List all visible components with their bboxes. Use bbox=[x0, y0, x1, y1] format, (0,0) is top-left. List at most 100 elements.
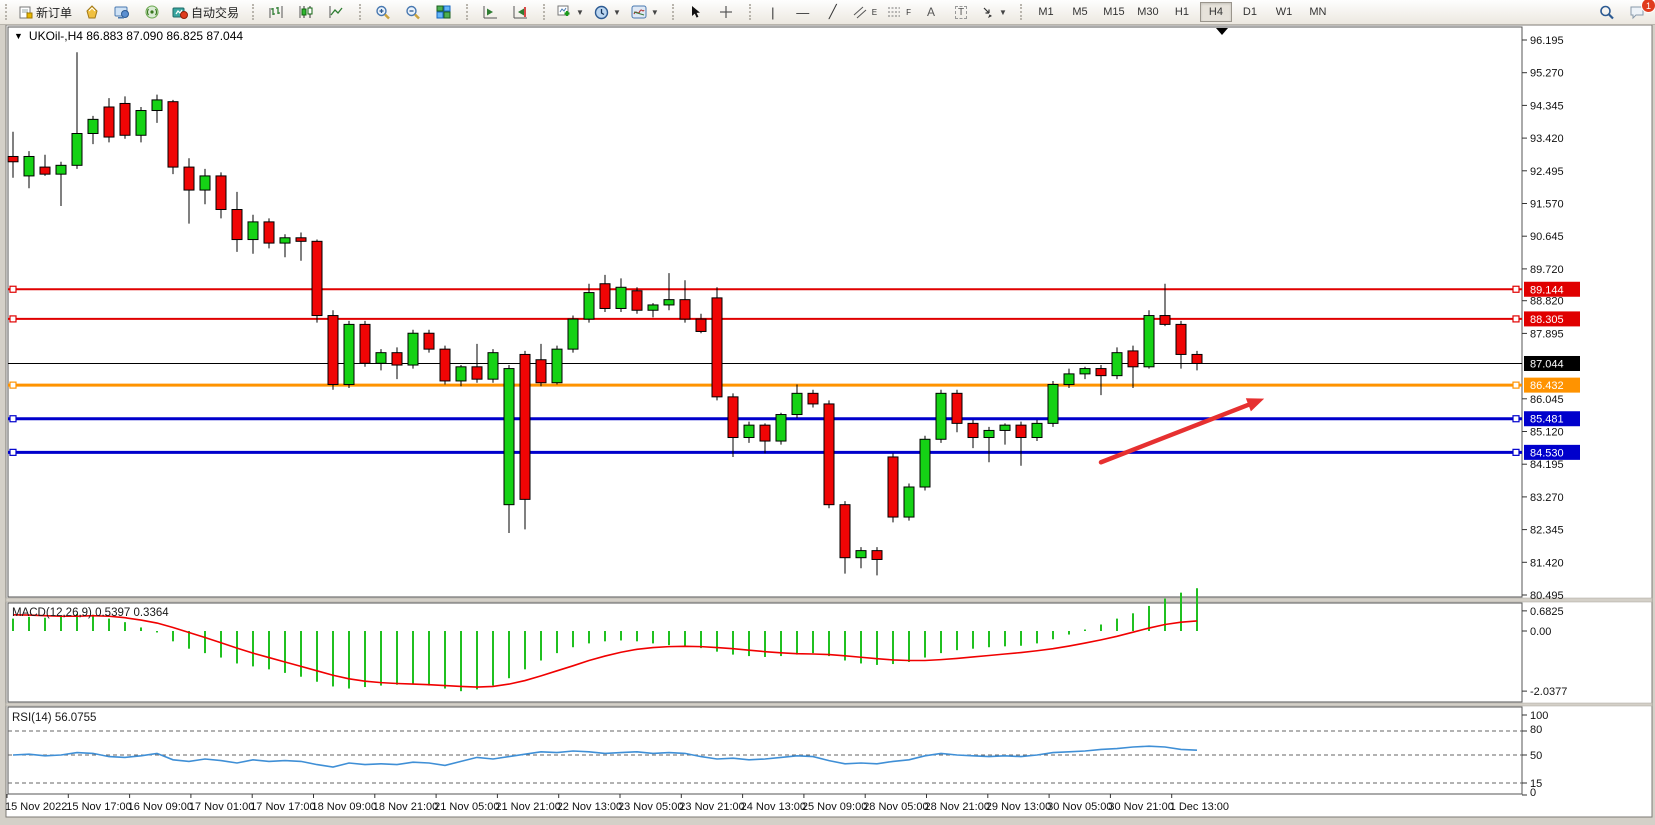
candle bbox=[503, 368, 515, 506]
search-button[interactable] bbox=[1593, 1, 1621, 23]
line-handle[interactable] bbox=[1512, 315, 1520, 323]
candle bbox=[231, 209, 243, 241]
trendline-button[interactable]: ╱ bbox=[819, 1, 847, 23]
text-label-icon: T bbox=[954, 5, 968, 19]
timeframe-m30[interactable]: M30 bbox=[1137, 6, 1159, 18]
candle bbox=[247, 221, 259, 241]
chat-button[interactable]: 1 bbox=[1623, 0, 1655, 23]
pane-splitter[interactable] bbox=[5, 702, 1653, 707]
crosshair-button[interactable] bbox=[712, 1, 740, 23]
candle bbox=[615, 286, 627, 309]
time-tick-label: 29 Nov 13:00 bbox=[986, 801, 1051, 813]
time-tick-label: 28 Nov 05:00 bbox=[863, 801, 928, 813]
auto-scroll-button[interactable] bbox=[476, 1, 504, 23]
price-tick-label: 95.270 bbox=[1530, 68, 1564, 80]
time-tick-label: 18 Nov 09:00 bbox=[312, 801, 377, 813]
text-label-button[interactable]: T bbox=[947, 1, 975, 23]
new-order-button[interactable]: 新订单 bbox=[15, 1, 76, 23]
candle bbox=[487, 352, 499, 380]
time-tick-label: 17 Nov 17:00 bbox=[250, 801, 315, 813]
candle bbox=[119, 102, 131, 136]
price-tick-label: 81.420 bbox=[1530, 557, 1564, 569]
line-handle[interactable] bbox=[9, 448, 17, 456]
candle bbox=[903, 486, 915, 518]
toolbar-group-zoom bbox=[354, 0, 461, 24]
chart-shift-marker[interactable] bbox=[1216, 28, 1228, 35]
timeframe-w1[interactable]: W1 bbox=[1275, 6, 1293, 18]
time-tick-label: 30 Nov 21:00 bbox=[1108, 801, 1173, 813]
navigator-icon bbox=[114, 6, 130, 19]
timeframe-m1[interactable]: M1 bbox=[1038, 6, 1054, 18]
price-tick-label: 86.045 bbox=[1530, 394, 1564, 406]
fibo-tool-label: F bbox=[906, 7, 912, 17]
time-tick-label: 21 Nov 05:00 bbox=[434, 801, 499, 813]
line-chart-button[interactable] bbox=[322, 1, 350, 23]
timeframe-d1[interactable]: D1 bbox=[1242, 6, 1257, 18]
toolbar-group-drawing: | — ╱ E F A T ▼ bbox=[744, 0, 1015, 24]
candle bbox=[103, 106, 115, 138]
fibonacci-button[interactable]: F bbox=[883, 1, 915, 23]
main-toolbar: 新订单 自动交易 bbox=[0, 0, 1655, 25]
line-handle[interactable] bbox=[9, 285, 17, 293]
rsi-axis-label: 50 bbox=[1530, 750, 1542, 762]
timeframe-h4[interactable]: H4 bbox=[1199, 2, 1232, 22]
toolbar-grip bbox=[466, 4, 473, 20]
zoom-in-icon bbox=[376, 5, 390, 19]
trend-arrow-head[interactable] bbox=[1245, 398, 1265, 412]
timeframe-m5[interactable]: M5 bbox=[1072, 6, 1088, 18]
trend-arrow-line[interactable] bbox=[1098, 402, 1251, 465]
candle bbox=[327, 315, 339, 385]
price-tag-label: 84.530 bbox=[1530, 447, 1564, 459]
line-handle[interactable] bbox=[1512, 448, 1520, 456]
pane-splitter[interactable] bbox=[5, 597, 1653, 603]
timeframe-h1[interactable]: H1 bbox=[1174, 6, 1189, 18]
price-tick-label: 92.495 bbox=[1530, 166, 1564, 178]
price-tag-label: 86.432 bbox=[1530, 380, 1564, 392]
toolbar-grip bbox=[543, 4, 550, 20]
toolbar-group-cursor bbox=[667, 0, 744, 24]
line-handle[interactable] bbox=[9, 415, 17, 423]
auto-trading-button[interactable]: 自动交易 bbox=[168, 1, 243, 23]
horizontal-line-button[interactable]: — bbox=[789, 1, 817, 23]
line-handle[interactable] bbox=[1512, 415, 1520, 423]
timeframe-mn[interactable]: MN bbox=[1309, 6, 1327, 18]
navigator-button[interactable] bbox=[108, 1, 136, 23]
text-button[interactable]: A bbox=[917, 1, 945, 23]
macd-axis-label: 0.00 bbox=[1530, 626, 1551, 638]
pane-price bbox=[7, 26, 1523, 598]
trendline-icon: ╱ bbox=[828, 4, 837, 19]
cursor-button[interactable] bbox=[682, 1, 710, 23]
line-handle[interactable] bbox=[9, 315, 17, 323]
signals-button[interactable] bbox=[138, 1, 166, 23]
toolbar-grip bbox=[359, 4, 366, 20]
vertical-line-button[interactable]: | bbox=[759, 1, 787, 23]
zoom-in-button[interactable] bbox=[369, 1, 397, 23]
periods-button[interactable]: ▼ bbox=[590, 1, 625, 23]
zoom-out-button[interactable] bbox=[399, 1, 427, 23]
bar-chart-button[interactable] bbox=[262, 1, 290, 23]
line-handle[interactable] bbox=[1512, 285, 1520, 293]
candle bbox=[455, 366, 467, 382]
candle bbox=[727, 396, 739, 439]
window-menu-icon[interactable]: ▼ bbox=[14, 31, 23, 41]
tile-windows-button[interactable] bbox=[429, 1, 457, 23]
time-tick-label: 18 Nov 21:00 bbox=[373, 801, 438, 813]
chart-shift-button[interactable] bbox=[506, 1, 534, 23]
arrows-button[interactable]: ▼ bbox=[977, 1, 1011, 23]
clock-icon bbox=[594, 5, 609, 19]
price-tick-label: 90.645 bbox=[1530, 231, 1564, 243]
candle bbox=[295, 237, 307, 242]
line-handle[interactable] bbox=[9, 381, 17, 389]
channel-button[interactable]: E bbox=[849, 1, 881, 23]
vertical-line-icon: | bbox=[771, 4, 775, 20]
candle bbox=[1111, 352, 1123, 377]
templates-button[interactable]: ▼ bbox=[627, 1, 663, 23]
time-tick-label: 22 Nov 13:00 bbox=[557, 801, 622, 813]
market-watch-button[interactable] bbox=[78, 1, 106, 23]
candlestick-chart-button[interactable] bbox=[292, 1, 320, 23]
line-handle[interactable] bbox=[1512, 381, 1520, 389]
macd-axis-label: -2.0377 bbox=[1530, 686, 1567, 698]
rsi-axis-label: 100 bbox=[1530, 710, 1548, 722]
timeframe-m15[interactable]: M15 bbox=[1103, 6, 1125, 18]
new-chart-button[interactable]: ▼ bbox=[553, 1, 588, 23]
